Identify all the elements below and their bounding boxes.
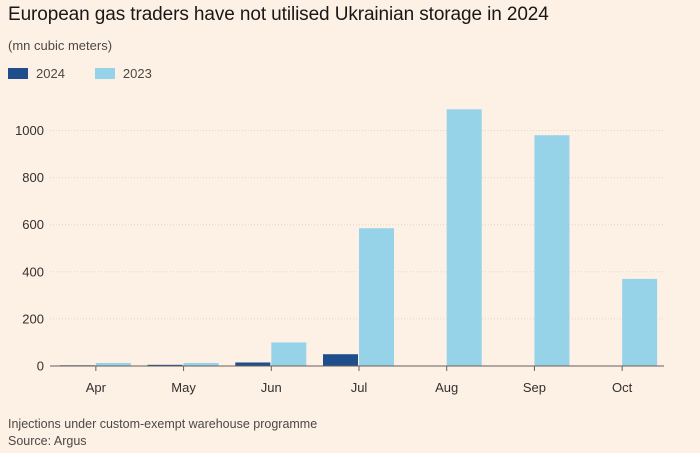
legend-label-2023: 2023: [122, 66, 152, 81]
bar-2023-may: [183, 362, 219, 366]
legend-label-2024: 2024: [36, 66, 65, 81]
y-tick-label: 200: [22, 311, 44, 326]
x-tick-label: Oct: [612, 380, 633, 395]
x-tick-label: May: [171, 380, 196, 395]
legend: 2024 2023: [8, 66, 182, 81]
y-tick-label: 800: [22, 170, 44, 185]
bar-2023-jun: [271, 342, 307, 366]
bar-2023-apr: [95, 362, 131, 366]
y-tick-label: 0: [37, 359, 44, 374]
bar-2024-may: [147, 364, 183, 366]
bar-2023-oct: [622, 278, 658, 366]
bar-2024-jul: [323, 354, 358, 366]
source: Source: Argus: [8, 434, 87, 448]
chart-subtitle: (mn cubic meters): [8, 38, 113, 53]
chart-title: European gas traders have not utilised U…: [8, 4, 549, 25]
bar-chart: 0 200 400 600 800 1000 Apr May Jun Jul Aug Sep Oct: [15, 109, 664, 395]
bar-2023-sep: [534, 135, 570, 366]
bar-2024-jun: [235, 362, 271, 366]
y-tick-label: 400: [22, 264, 44, 279]
x-tick-label: Sep: [523, 380, 546, 395]
x-tick-label: Aug: [435, 380, 458, 395]
y-tick-label: 1000: [15, 123, 44, 138]
legend-swatch-2023: [94, 68, 115, 79]
legend-item-2024: 2024: [8, 66, 65, 81]
y-tick-label: 600: [22, 217, 44, 232]
footnote: Injections under custom-exempt warehouse…: [8, 417, 318, 431]
legend-item-2023: 2023: [94, 66, 152, 81]
bar-2023-aug: [446, 109, 482, 367]
x-tick-label: Jun: [261, 380, 282, 395]
bar-2023-jul: [359, 228, 394, 366]
footnote-block: Injections under custom-exempt warehouse…: [8, 416, 317, 450]
x-tick-label: Apr: [86, 380, 107, 395]
legend-swatch-2024: [8, 68, 28, 79]
x-tick-label: Jul: [351, 380, 368, 395]
